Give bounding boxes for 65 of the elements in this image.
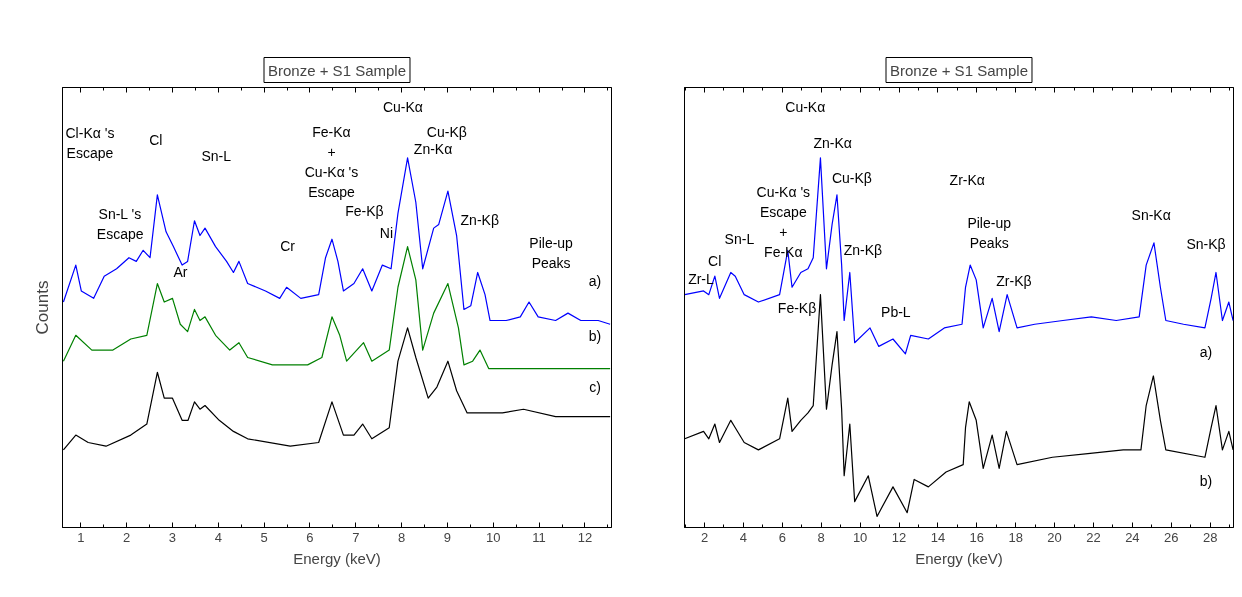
annotation: Cl-Kα 's Escape: [65, 124, 115, 161]
y-axis-title: Counts: [32, 280, 52, 335]
x-tick-label: 6: [778, 529, 786, 545]
annotation: Pb-L: [881, 303, 911, 320]
x-tick-label: 8: [398, 529, 406, 545]
x-tick-label: 24: [1125, 529, 1140, 545]
annotation: Fe-Kα + Cu-Kα 's Escape: [304, 124, 359, 201]
text: Zn-Kα: [413, 141, 453, 158]
x-tick-label: 26: [1164, 529, 1179, 545]
annotation: Cr: [280, 237, 296, 254]
annotation: Cu-Kα 's Escape + Fe-Kα: [756, 183, 811, 260]
x-axis-title: Energy (keV): [915, 549, 1003, 567]
x-tick-label: 4: [739, 529, 748, 545]
text: Cl: [149, 132, 163, 149]
annotation: Zr-Kα: [949, 171, 985, 188]
annotation: Zn-Kβ: [843, 242, 883, 259]
annotation: Ar: [173, 264, 188, 281]
x-tick-label: 10: [486, 529, 501, 545]
x-tick-label: 12: [891, 529, 907, 545]
x-tick-label: 22: [1086, 529, 1101, 545]
x-tick-label: 9: [443, 529, 452, 545]
annotation: Ni: [379, 224, 394, 241]
x-tick-label: 11: [532, 529, 546, 545]
annotation: b): [1199, 473, 1213, 490]
chart-title: Bronze + S1 Sample: [890, 61, 1028, 79]
text: Cu-Kα: [382, 99, 423, 116]
x-tick-label: 20: [1047, 529, 1062, 545]
x-tick-label: 2: [123, 529, 131, 545]
x-tick-label: 7: [352, 529, 360, 545]
x-tick-label: 4: [214, 529, 222, 545]
annotation: Zn-Kβ: [460, 211, 499, 228]
x-tick-label: 3: [168, 529, 177, 545]
annotation: Sn-L: [201, 147, 232, 164]
annotation: Fe-Kβ: [345, 202, 384, 219]
x-axis-title: Energy (keV): [293, 549, 381, 567]
annotation: Sn-Kβ: [1186, 235, 1226, 252]
x-tick-label: 10: [852, 529, 868, 545]
x-tick-label: 1: [77, 529, 85, 545]
text: Zn-Kα: [813, 134, 852, 151]
annotation: Pile-up Peaks: [967, 214, 1012, 251]
x-tick-label: 5: [260, 529, 268, 545]
annotation: Sn-Kα: [1131, 207, 1171, 224]
annotation: Sn-L: [724, 231, 755, 248]
annotation: a): [1199, 343, 1213, 360]
annotation: Sn-L 's Escape: [96, 205, 144, 242]
annotation: Zr-L: [688, 270, 715, 287]
x-tick-label: 6: [306, 529, 314, 545]
annotation: Fe-Kβ: [777, 299, 817, 316]
chart-title: Bronze + S1 Sample: [268, 61, 406, 79]
annotation: Cl: [708, 253, 722, 270]
annotation: a): [588, 273, 602, 290]
text: Cu-Kα: [785, 99, 826, 116]
x-tick-label: 8: [817, 529, 825, 545]
x-tick-label: 2: [700, 529, 709, 545]
x-tick-label: 18: [1008, 529, 1023, 545]
annotation: Zr-Kβ: [996, 273, 1032, 290]
x-tick-label: 16: [969, 529, 985, 545]
annotation: Cu-Kβ: [831, 169, 872, 186]
x-tick-label: 12: [577, 529, 593, 545]
text: Cu-Kβ: [426, 123, 467, 140]
annotation: Pile-up Peaks: [529, 234, 574, 271]
annotation: c): [589, 378, 601, 395]
annotation: b): [588, 328, 602, 345]
x-tick-label: 28: [1202, 529, 1218, 545]
x-tick-label: 14: [930, 529, 946, 545]
